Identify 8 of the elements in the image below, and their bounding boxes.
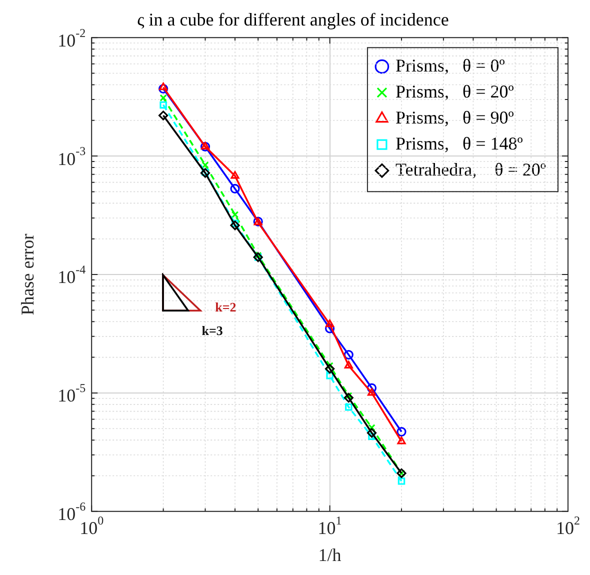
legend-label: Prisms, θ = 148º [395,133,524,154]
legend-label: Prisms, θ = 90º [395,107,514,128]
x-axis-title: 1/h [318,544,342,565]
y-axis-title: Phase error [18,234,38,316]
annotation: k=3 [202,322,224,338]
chart-title: ς in a cube for different angles of incidence [137,10,449,30]
annotation: k=2 [215,300,236,314]
legend-label: Prisms, θ = 20º [395,81,514,102]
